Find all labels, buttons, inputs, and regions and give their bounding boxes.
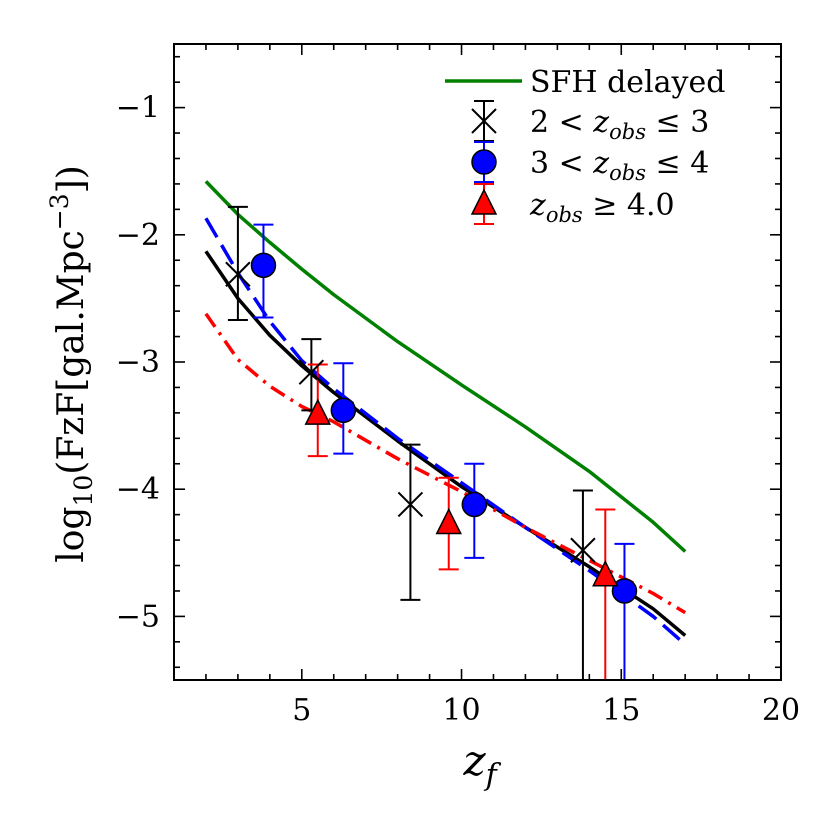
x-axis-label: zf <box>463 736 502 793</box>
legend: SFH delayed 2 < zobs ≤ 33 < zobs ≤ 4zobs … <box>445 65 725 227</box>
triangle-marker <box>592 560 619 587</box>
x-marker <box>471 108 497 134</box>
legend-entry: zobs ≥ 4.0 <box>470 183 675 227</box>
circle-marker <box>461 491 488 518</box>
model-line-solid <box>204 180 687 553</box>
legend-label: zobs ≥ 4.0 <box>529 188 675 227</box>
model-line-dashed <box>204 217 687 646</box>
circle-marker <box>611 578 638 604</box>
x-tick-label: 15 <box>602 693 640 728</box>
triangle-marker <box>435 507 462 535</box>
y-tick-label: −4 <box>116 472 160 507</box>
y-tick-label: −5 <box>116 599 160 634</box>
x-marker <box>570 537 596 563</box>
legend-entry: 3 < zobs ≤ 4 <box>471 141 709 185</box>
x-marker <box>225 261 251 287</box>
legend-label: 3 < zobs ≤ 4 <box>530 146 709 185</box>
tick-labels: 5 10 15 20 −1 −2 −3 −4 −5 <box>116 91 800 728</box>
triangle-marker <box>304 398 331 425</box>
model-line-dashdot <box>204 312 687 615</box>
triangle-marker <box>470 188 498 215</box>
data-markers <box>225 252 638 604</box>
error-bars <box>227 205 635 680</box>
legend-entry: SFH delayed <box>445 65 725 100</box>
x-marker <box>298 359 325 385</box>
x-marker <box>397 491 424 518</box>
y-tick-label: −2 <box>116 218 160 253</box>
axis-labels: zf log10(FzF[gal.Mpc−3]) <box>45 165 502 793</box>
x-tick-label: 5 <box>292 693 311 728</box>
x-tick-label: 20 <box>762 693 800 728</box>
x-tick-label: 10 <box>442 693 480 728</box>
circle-marker <box>471 149 497 175</box>
axis-ticks <box>173 44 782 680</box>
y-tick-label: −3 <box>116 345 160 380</box>
legend-entry: 2 < zobs ≤ 3 <box>471 100 709 144</box>
legend-label: 2 < zobs ≤ 3 <box>530 105 709 144</box>
y-tick-label: −1 <box>116 91 160 126</box>
y-axis-label: log10(FzF[gal.Mpc−3]) <box>45 165 98 563</box>
model-lines <box>204 180 687 646</box>
circle-marker <box>250 252 277 279</box>
legend-label: SFH delayed <box>530 65 725 100</box>
circle-marker <box>330 397 357 424</box>
